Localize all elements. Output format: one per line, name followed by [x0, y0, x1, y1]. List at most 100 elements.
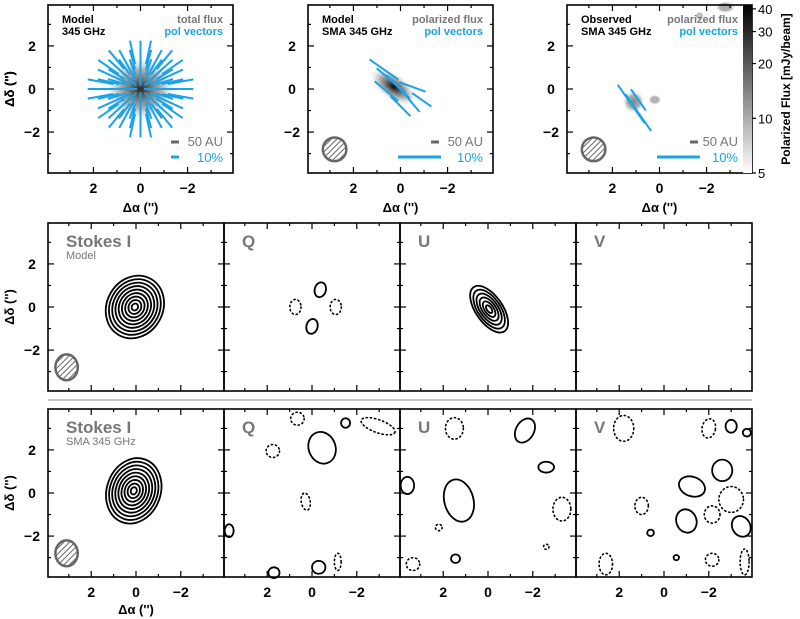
y-tick-label: 2 — [28, 442, 36, 458]
pol-vector — [128, 58, 137, 76]
y-axis-label: Δδ ('') — [2, 71, 17, 107]
positive-contour — [111, 464, 157, 518]
pol-vector — [87, 92, 114, 100]
negative-contour — [289, 411, 305, 426]
pol-vector — [389, 95, 412, 117]
flux-blob — [647, 94, 662, 106]
positive-contour — [127, 299, 143, 315]
positive-contour — [114, 285, 156, 329]
pol-vector — [161, 92, 184, 100]
negative-contour — [704, 552, 720, 568]
pol-vector — [155, 59, 174, 76]
pol-vector — [155, 78, 174, 86]
positive-contour — [123, 479, 144, 503]
pol-vector — [144, 113, 153, 138]
positive-contour — [469, 284, 509, 334]
panel-title: Observed — [581, 14, 632, 26]
pol-vector — [107, 78, 126, 86]
pol-vector — [118, 49, 131, 70]
x-tick-label: −2 — [349, 584, 365, 600]
pol-vector — [149, 92, 164, 101]
x-tick-label: −2 — [180, 180, 196, 196]
pol-vector — [161, 97, 184, 110]
scalebar-10pct-label: 10% — [197, 150, 223, 165]
positive-contour — [114, 468, 154, 514]
positive-contour — [442, 478, 475, 523]
stokes-sublabel: Model — [66, 250, 96, 262]
negative-contour — [434, 523, 443, 532]
x-axis-label: Δα ('') — [118, 602, 154, 617]
x-tick-label: 0 — [660, 584, 668, 600]
panel-subtitle: SMA 345 GHz — [581, 26, 652, 38]
pol-vector — [411, 92, 432, 108]
x-tick-label: 2 — [439, 584, 447, 600]
pol-vector — [117, 92, 132, 101]
stokes-panel-v: V 2 0 −2 — [575, 408, 753, 600]
pol-vector — [97, 97, 120, 110]
beam-ellipse — [580, 136, 607, 163]
pol-vector — [108, 49, 125, 70]
vector-legend: pol vectors — [164, 26, 223, 38]
pol-vector — [161, 78, 184, 86]
positive-contour — [711, 458, 734, 483]
positive-contour — [129, 486, 138, 496]
pol-vector — [97, 103, 120, 119]
negative-contour — [598, 552, 614, 576]
pol-vector — [118, 58, 131, 76]
y-axis-label: Δδ ('') — [2, 289, 17, 325]
positive-contour — [399, 475, 416, 495]
panel-subtitle: SMA 345 GHz — [322, 26, 393, 38]
stokes-label: V — [594, 418, 606, 437]
positive-contour — [724, 418, 738, 434]
positive-contour — [267, 566, 281, 579]
positive-contour — [105, 457, 163, 525]
y-axis-label: Δδ ('') — [2, 71, 17, 107]
positive-contour — [741, 427, 752, 438]
x-tick-label: −2 — [699, 180, 715, 196]
negative-contour — [329, 298, 343, 316]
stokes-panel-u: U 2 0 −2 — [399, 408, 577, 600]
pol-vector — [398, 81, 426, 93]
positive-contour — [678, 475, 706, 498]
pol-vector — [118, 108, 131, 129]
scalebar-10pct-label: 10% — [712, 150, 738, 165]
positive-contour — [104, 274, 165, 340]
y-tick-label: 0 — [28, 485, 36, 501]
pol-vector — [149, 77, 164, 86]
y-tick-label: 0 — [288, 81, 296, 97]
scalebar-10pct-label: 10% — [457, 150, 483, 165]
map-legend: polarized flux — [412, 14, 484, 26]
positive-contour — [472, 288, 506, 330]
stokes-label: Stokes I — [66, 418, 131, 437]
negative-contour — [612, 414, 635, 443]
y-tick-label: 0 — [547, 81, 555, 97]
stokes-label: Stokes I — [66, 232, 131, 251]
pol-vector — [167, 92, 194, 100]
pol-vector — [161, 59, 184, 75]
negative-contour — [265, 443, 281, 459]
scalebar-50au-label: 50 AU — [448, 134, 483, 149]
pol-vector — [624, 93, 652, 132]
positive-contour — [124, 295, 146, 319]
positive-contour — [130, 302, 140, 312]
pol-vector — [128, 102, 137, 120]
map-legend: polarized flux — [667, 14, 739, 26]
y-tick-label: 2 — [547, 38, 555, 54]
pol-vector — [394, 82, 421, 113]
pol-vector — [630, 88, 647, 111]
y-tick-label: −2 — [543, 124, 559, 140]
negative-contour — [552, 496, 572, 522]
positive-contour — [537, 460, 555, 474]
pol-vector — [150, 49, 163, 70]
x-tick-label: 0 — [484, 584, 492, 600]
colorbar-tick-label: 20 — [758, 57, 772, 72]
positive-contour — [675, 508, 698, 534]
y-tick-label: 2 — [288, 38, 296, 54]
beam-ellipse — [54, 539, 80, 568]
x-tick-label: 2 — [615, 584, 623, 600]
positive-contour — [672, 554, 680, 562]
pol-vector — [149, 97, 164, 110]
